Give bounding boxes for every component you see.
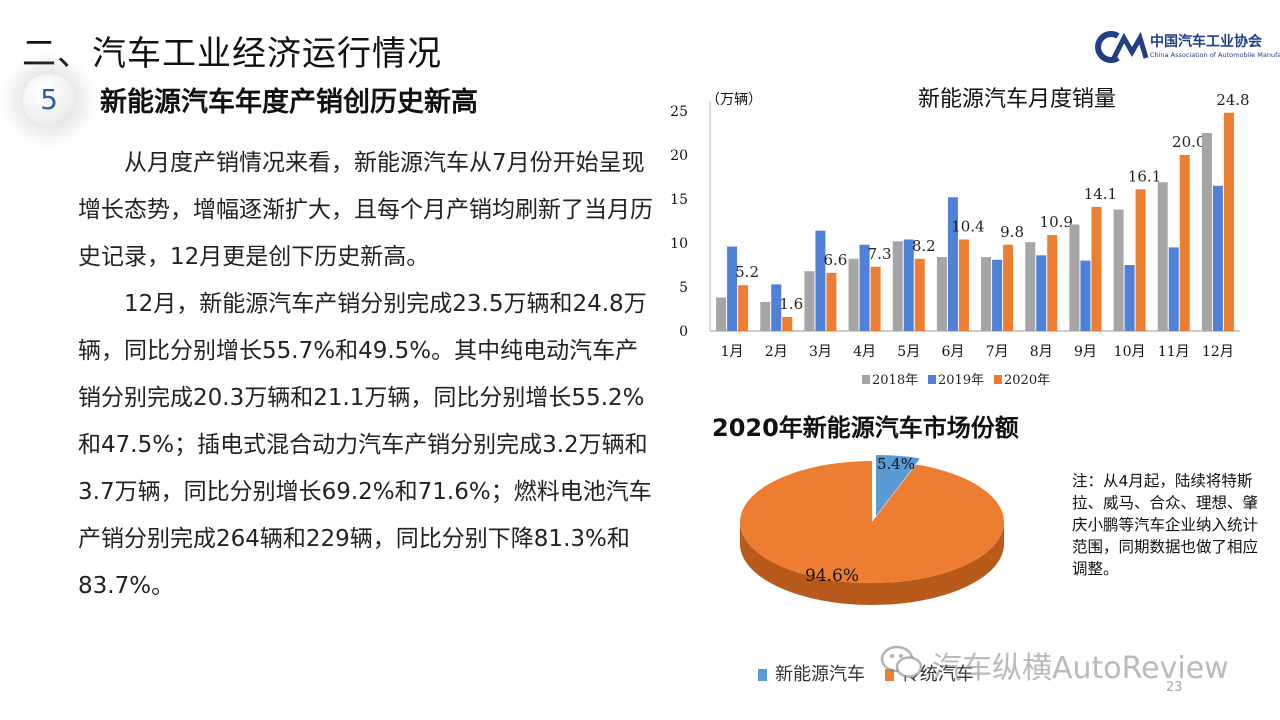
bar-2019年 (1212, 185, 1223, 331)
bar-2018年 (981, 257, 992, 331)
x-tick-label: 2月 (765, 344, 788, 360)
legend-swatch (994, 375, 1002, 384)
bar-2018年 (1025, 242, 1036, 331)
x-tick-label: 5月 (897, 344, 920, 360)
bar-2019年 (1124, 265, 1135, 331)
x-tick-label: 9月 (1074, 344, 1097, 360)
data-label: 10.4 (951, 217, 984, 235)
bar-2020年 (826, 272, 837, 331)
bar-2019年 (727, 246, 738, 331)
bar-2018年 (848, 258, 859, 331)
pie-slice-new-energy (876, 455, 920, 516)
bar-2018年 (892, 241, 903, 331)
bar-2020年 (1223, 112, 1234, 331)
data-label: 5.2 (735, 263, 759, 281)
legend-label: 2019年 (938, 373, 984, 388)
section-title: 二、汽车工业经济运行情况 (22, 34, 442, 74)
paragraph: 12月，新能源汽车产销分别完成23.5万辆和24.8万辆，同比分别增长55.7%… (78, 291, 652, 599)
pie-label-new-energy: 5.4% (877, 455, 915, 473)
x-tick-label: 4月 (853, 344, 876, 360)
y-tick-label: 10 (670, 236, 688, 252)
bar-2020年 (738, 285, 749, 331)
x-tick-label: 11月 (1158, 344, 1190, 360)
y-tick-label: 15 (670, 192, 688, 208)
bar-2019年 (903, 239, 914, 331)
bar-2020年 (782, 316, 793, 331)
bar-2019年 (1080, 260, 1091, 331)
y-tick-label: 0 (679, 324, 688, 340)
slide-subtitle: 新能源汽车年度产销创历史新高 (100, 87, 478, 118)
data-label: 20.0 (1172, 133, 1205, 151)
bar-2020年 (870, 266, 881, 331)
bar-2020年 (1135, 189, 1146, 331)
bar-2019年 (992, 259, 1003, 331)
bar-2018年 (1157, 182, 1168, 331)
x-tick-label: 1月 (721, 344, 744, 360)
data-label: 8.2 (912, 237, 936, 255)
logo-text-en: China Association of Automobile Manufact… (1150, 51, 1280, 59)
pie-chart-title: 2020年新能源汽车市场份额 (712, 414, 1019, 442)
data-label: 6.6 (823, 251, 847, 269)
bar-2020年 (1179, 155, 1190, 331)
slide-number-badge: 5 (23, 74, 75, 126)
pie-slice-traditional (740, 461, 1004, 583)
bar-2020年 (1091, 206, 1102, 331)
x-tick-label: 7月 (986, 344, 1009, 360)
bar-2019年 (1036, 255, 1047, 331)
legend-label: 2020年 (1004, 373, 1050, 388)
logo-text-cn: 中国汽车工业协会 (1150, 34, 1262, 50)
legend-label-new: 新能源汽车 (775, 664, 865, 685)
body-text: 从月度产销情况来看，新能源汽车从7月份开始呈现增长态势，增幅逐渐扩大，且每个月产… (78, 140, 658, 610)
watermark: 汽车纵横AutoReview (932, 651, 1229, 686)
bar-2018年 (1113, 209, 1124, 331)
x-tick-label: 3月 (809, 344, 832, 360)
bar-2018年 (804, 271, 815, 331)
bar-2020年 (1047, 235, 1058, 331)
bar-2018年 (1201, 133, 1212, 331)
monthly-sales-bar-chart: 新能源汽车月度销量 （万辆） 0 5 10 15 20 25 5.2 1月 1.6 2月 6.6 3月 7.… (670, 87, 1249, 388)
bar-2020年 (1003, 244, 1014, 331)
bar-2018年 (936, 257, 947, 331)
legend-swatch-trad (884, 669, 894, 681)
data-label: 1.6 (779, 295, 803, 313)
bar-2019年 (947, 197, 958, 331)
bar-2018年 (760, 301, 771, 331)
wechat-icon (880, 645, 923, 678)
logo-icon (1095, 31, 1149, 63)
paragraph: 从月度产销情况来看，新能源汽车从7月份开始呈现增长态势，增幅逐渐扩大，且每个月产… (78, 150, 653, 270)
data-label: 9.8 (1000, 223, 1024, 241)
y-tick-label: 5 (679, 280, 688, 296)
bar-2020年 (914, 258, 925, 331)
bar-2018年 (716, 297, 727, 331)
y-axis-label: （万辆） (706, 92, 762, 108)
data-label: 10.9 (1040, 213, 1073, 231)
pie-slice-side (740, 522, 1004, 605)
market-share-pie-chart: 5.4% 94.6% (740, 455, 1004, 605)
bar-2018年 (1069, 224, 1080, 331)
bar-2019年 (771, 284, 782, 331)
bar-2019年 (1168, 247, 1179, 331)
bar-2019年 (859, 244, 870, 331)
legend-swatch-new (758, 669, 767, 681)
y-tick-label: 25 (670, 104, 688, 120)
legend-label: 2018年 (872, 373, 918, 388)
data-label: 16.1 (1128, 167, 1161, 185)
data-label: 7.3 (868, 245, 892, 263)
legend-swatch (862, 375, 870, 384)
note-text: 注：从4月起，陆续将特斯拉、威马、合众、理想、肇庆小鹏等汽车企业纳入统计范围，同… (1072, 472, 1259, 578)
page-number: 23 (1166, 680, 1183, 695)
pie-label-traditional: 94.6% (805, 566, 859, 586)
legend-swatch (928, 375, 936, 384)
x-tick-label: 8月 (1030, 344, 1053, 360)
data-label: 14.1 (1084, 185, 1117, 203)
bar-2019年 (815, 230, 826, 331)
data-label: 24.8 (1216, 91, 1249, 109)
y-tick-label: 20 (670, 148, 688, 164)
bar-chart-title: 新能源汽车月度销量 (918, 87, 1116, 112)
bar-2020年 (958, 239, 969, 331)
x-tick-label: 6月 (941, 344, 964, 360)
x-tick-label: 12月 (1202, 344, 1234, 360)
x-tick-label: 10月 (1114, 344, 1146, 360)
